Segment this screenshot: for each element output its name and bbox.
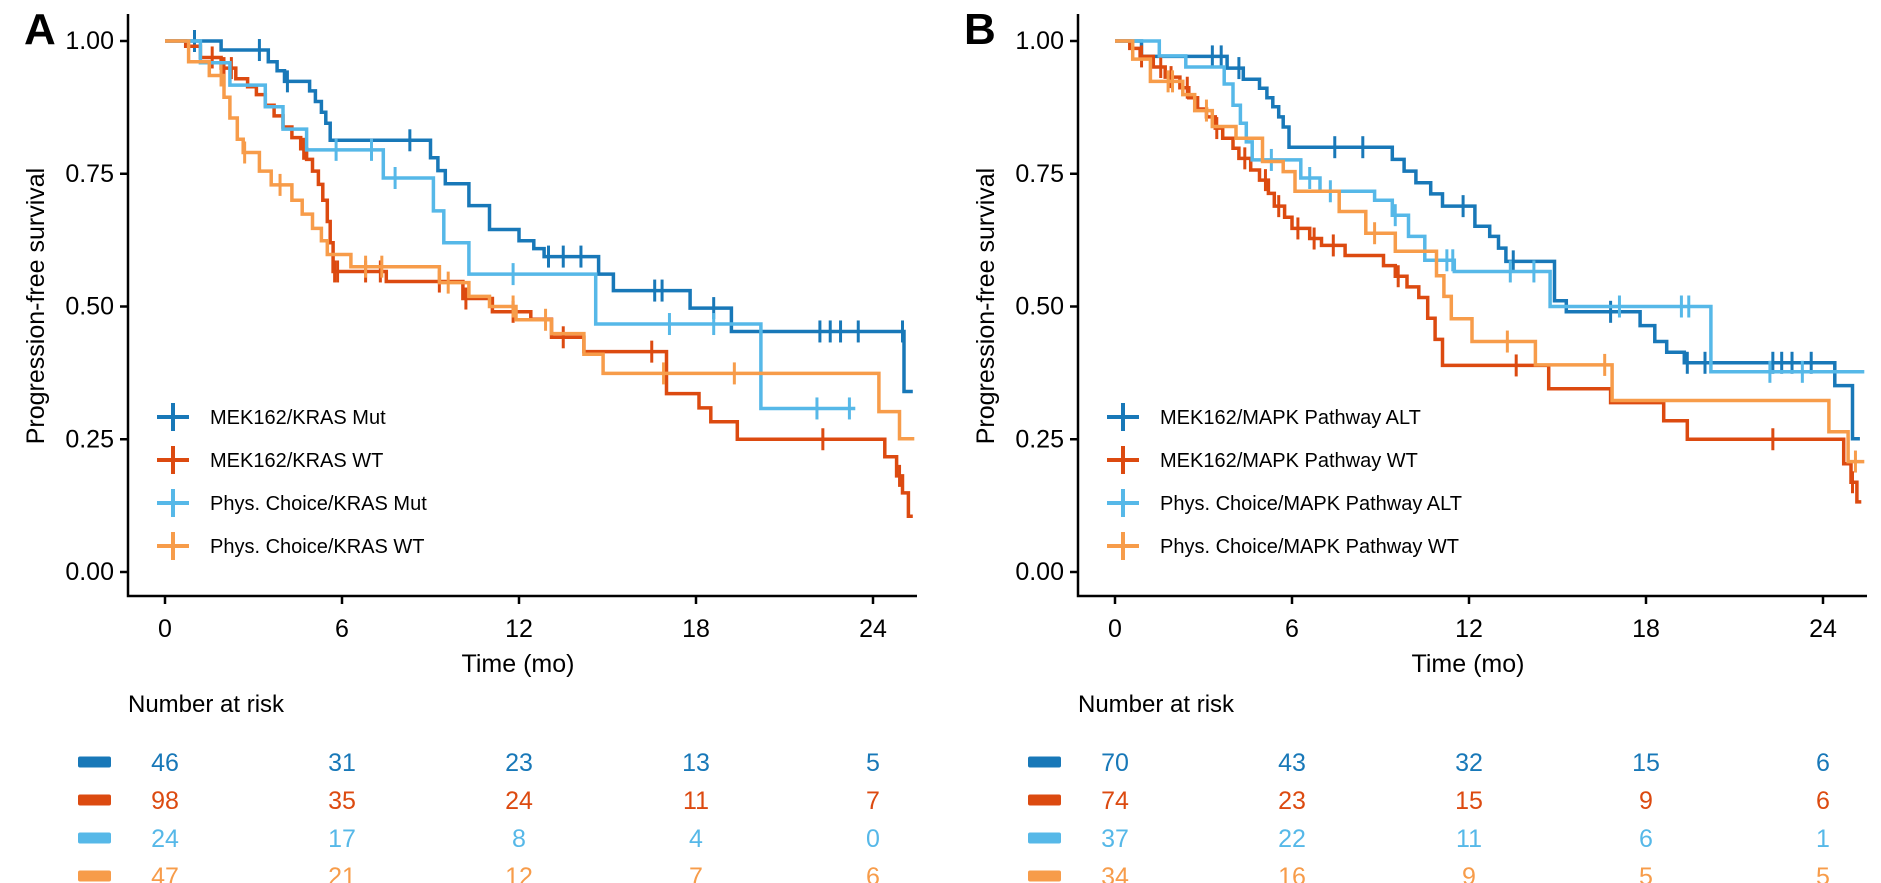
risk-count: 32: [1455, 749, 1483, 777]
risk-count: 12: [505, 863, 533, 883]
risk-count: 23: [1278, 787, 1306, 815]
risk-count: 35: [328, 787, 356, 815]
y-tick-label: 0.75: [1015, 160, 1064, 188]
y-axis-title-a: Progression-free survival: [22, 167, 50, 445]
risk-count: 98: [151, 787, 179, 815]
risk-count: 16: [1278, 863, 1306, 883]
y-tick-label: 1.00: [1015, 27, 1064, 55]
x-tick-label: 18: [682, 615, 710, 643]
risk-row-key-swatch: [1028, 756, 1061, 768]
risk-count: 5: [1639, 863, 1653, 883]
risk-count: 43: [1278, 749, 1306, 777]
axis-line: [126, 14, 917, 598]
risk-count: 9: [1462, 863, 1476, 883]
x-tick-label: 24: [1809, 615, 1837, 643]
risk-count: 17: [328, 825, 356, 853]
risk-table-header-a: Number at risk: [128, 691, 285, 718]
risk-count: 5: [1816, 863, 1830, 883]
y-tick-label: 0.50: [65, 293, 114, 321]
risk-count: 13: [682, 749, 710, 777]
y-axis-title-b: Progression-free survival: [972, 167, 1000, 445]
legend-label: MEK162/MAPK Pathway WT: [1160, 450, 1418, 472]
risk-count: 15: [1632, 749, 1660, 777]
x-tick-label: 6: [335, 615, 349, 643]
km-curve: [1115, 39, 1865, 374]
km-curve: [1115, 39, 1865, 464]
km-curve: [165, 39, 915, 441]
km-curve: [165, 39, 856, 411]
risk-count: 6: [1816, 749, 1830, 777]
y-tick-label: 0.25: [65, 425, 114, 453]
panel-b-letter: B: [964, 5, 996, 54]
x-tick-label: 0: [158, 615, 172, 643]
risk-count: 37: [1101, 825, 1129, 853]
risk-table-header-b: Number at risk: [1078, 691, 1235, 718]
risk-count: 70: [1101, 749, 1129, 777]
panel-a-letter: A: [24, 5, 56, 54]
risk-count: 11: [1456, 825, 1482, 853]
km-curve: [1115, 39, 1860, 441]
y-tick-label: 1.00: [65, 27, 114, 55]
y-tick-label: 0.75: [65, 160, 114, 188]
risk-count: 6: [866, 863, 880, 883]
risk-count: 47: [151, 863, 179, 883]
risk-row-key-swatch: [1028, 870, 1061, 882]
x-tick-label: 12: [505, 615, 533, 643]
risk-count: 15: [1455, 787, 1483, 815]
risk-count: 4: [689, 825, 703, 853]
risk-count: 0: [866, 825, 880, 853]
risk-count: 7: [866, 787, 880, 815]
risk-count: 6: [1639, 825, 1653, 853]
x-tick-label: 24: [859, 615, 887, 643]
risk-row-key-swatch: [78, 832, 111, 844]
legend-label: Phys. Choice/KRAS WT: [210, 536, 425, 558]
x-axis-title-b: Time (mo): [1411, 650, 1525, 678]
legend-label: MEK162/MAPK Pathway ALT: [1160, 407, 1421, 429]
risk-count: 46: [151, 749, 179, 777]
legend-label: Phys. Choice/MAPK Pathway WT: [1160, 536, 1459, 558]
risk-count: 5: [866, 749, 880, 777]
x-tick-label: 0: [1108, 615, 1122, 643]
x-tick-label: 18: [1632, 615, 1660, 643]
risk-row-key-swatch: [78, 756, 111, 768]
risk-count: 21: [328, 863, 356, 883]
risk-row-key-swatch: [78, 794, 111, 806]
risk-count: 34: [1101, 863, 1129, 883]
risk-count: 8: [512, 825, 526, 853]
km-curve: [165, 39, 913, 518]
axis-line: [1076, 14, 1867, 598]
x-tick-label: 6: [1285, 615, 1299, 643]
risk-count: 22: [1278, 825, 1306, 853]
risk-count: 9: [1639, 787, 1653, 815]
y-tick-label: 0.00: [1015, 558, 1064, 586]
risk-count: 11: [683, 787, 709, 815]
risk-row-key-swatch: [1028, 832, 1061, 844]
x-tick-label: 12: [1455, 615, 1483, 643]
km-curve: [165, 39, 913, 394]
risk-count: 7: [689, 863, 703, 883]
risk-count: 23: [505, 749, 533, 777]
risk-row-key-swatch: [1028, 794, 1061, 806]
risk-row-key-swatch: [78, 870, 111, 882]
risk-count: 1: [1816, 825, 1830, 853]
risk-count: 24: [151, 825, 179, 853]
legend-label: Phys. Choice/MAPK Pathway ALT: [1160, 493, 1462, 515]
legend-label: MEK162/KRAS WT: [210, 450, 383, 472]
legend-label: MEK162/KRAS Mut: [210, 407, 386, 429]
risk-count: 31: [328, 749, 356, 777]
risk-count: 24: [505, 787, 533, 815]
x-axis-title-a: Time (mo): [461, 650, 575, 678]
legend-label: Phys. Choice/KRAS Mut: [210, 493, 427, 515]
risk-count: 74: [1101, 787, 1129, 815]
y-tick-label: 0.50: [1015, 293, 1064, 321]
y-tick-label: 0.25: [1015, 425, 1064, 453]
risk-count: 6: [1816, 787, 1830, 815]
y-tick-label: 0.00: [65, 558, 114, 586]
